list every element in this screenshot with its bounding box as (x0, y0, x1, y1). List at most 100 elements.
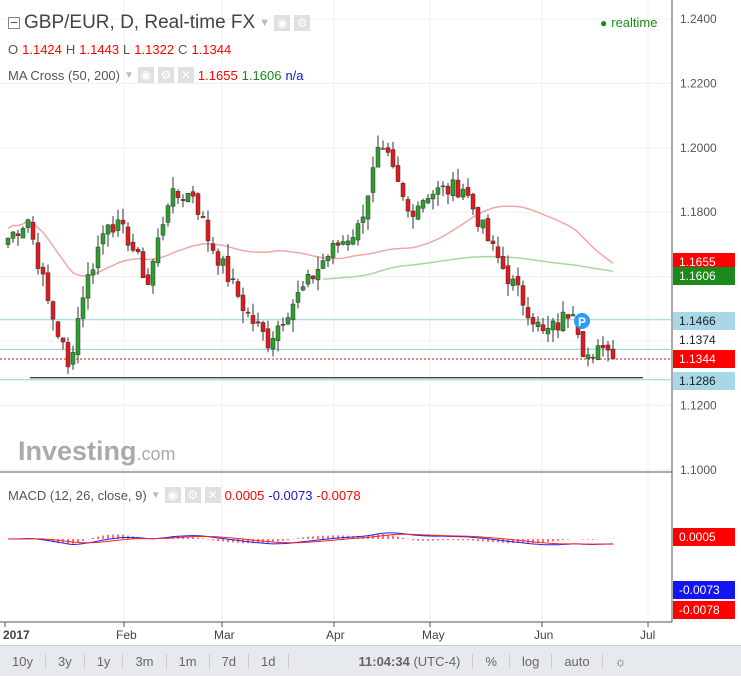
gear-icon[interactable]: ⚙ (294, 15, 311, 31)
y-tick-label: 1.2400 (680, 12, 717, 26)
logo-suffix: .com (136, 444, 176, 464)
candle-body (420, 200, 426, 209)
candle-body (185, 193, 191, 202)
candle-body (35, 242, 41, 269)
chart-title[interactable]: GBP/EUR, D, Real-time FX (24, 12, 256, 33)
macd-line (7, 532, 614, 546)
candle-body (150, 260, 156, 286)
price-label-last: 1.1344 (673, 350, 735, 368)
candle-body (385, 147, 391, 153)
range-1y[interactable]: 1y (85, 653, 124, 669)
realtime-indicator: ● realtime (600, 15, 658, 30)
open-label: O (8, 42, 19, 57)
candle-body (295, 292, 301, 303)
macd-label[interactable]: MACD (12, 26, close, 9) (8, 487, 147, 503)
candle-body (100, 233, 106, 245)
candle-body (215, 251, 221, 266)
range-3m[interactable]: 3m (123, 653, 167, 669)
candle-body (520, 285, 526, 306)
range-1d[interactable]: 1d (249, 653, 289, 669)
ma-label[interactable]: MA Cross (50, 200) (8, 67, 120, 83)
candle-body (285, 317, 291, 325)
close-icon[interactable]: ✕ (204, 487, 221, 503)
candle-body (365, 195, 371, 220)
candle-body (120, 219, 126, 225)
candle-body (540, 324, 546, 331)
candle-body (310, 275, 316, 280)
eye-icon[interactable]: ◉ (137, 67, 154, 83)
ma50-line (7, 205, 614, 277)
chevron-down-icon[interactable]: ▼ (150, 489, 161, 501)
candle-body (400, 183, 406, 197)
candle-body (65, 342, 71, 368)
candle-body (445, 185, 451, 195)
candle-body (30, 222, 36, 240)
collapse-icon[interactable]: − (8, 16, 20, 29)
y-tick-label: 1.2000 (680, 141, 717, 155)
range-3y[interactable]: 3y (46, 653, 85, 669)
macd-legend: MACD (12, 26, close, 9) ▼ ◉ ⚙ ✕ 0.0005 -0.00… (8, 487, 361, 503)
candle-body (115, 219, 121, 231)
settings-icon[interactable]: ☼ (614, 653, 627, 669)
candle-body (255, 321, 261, 324)
candle-body (435, 187, 441, 195)
candle-body (335, 242, 341, 246)
ma200-value: 1.1606 (241, 67, 282, 83)
candle-body (340, 241, 346, 245)
chevron-down-icon[interactable]: ▼ (124, 69, 134, 81)
range-7d[interactable]: 7d (210, 653, 250, 669)
candle-body (450, 179, 456, 196)
candle-body (180, 199, 186, 201)
candle-body (175, 191, 181, 199)
candle-body (455, 179, 461, 198)
eye-icon[interactable]: ◉ (274, 15, 291, 31)
gear-icon[interactable]: ⚙ (184, 487, 201, 503)
log-toggle[interactable]: log (510, 653, 553, 669)
ma-cross-value: n/a (285, 67, 304, 83)
chevron-down-icon[interactable]: ▼ (259, 17, 271, 29)
auto-toggle[interactable]: auto (552, 653, 603, 669)
percent-toggle[interactable]: % (473, 653, 510, 669)
candle-body (550, 320, 556, 331)
candle-body (220, 258, 226, 266)
candle-body (90, 269, 96, 276)
low-value: 1.1322 (134, 42, 175, 57)
macd-label-signal: -0.0078 (673, 601, 735, 619)
macd-signal-value: -0.0078 (316, 487, 361, 503)
candle-body (270, 338, 276, 350)
candle-body (500, 256, 506, 269)
candle-body (250, 315, 256, 324)
x-tick-label: Jul (640, 628, 655, 642)
close-icon[interactable]: ✕ (177, 67, 194, 83)
range-1m[interactable]: 1m (167, 653, 210, 669)
candle-body (235, 281, 241, 297)
pivot-marker-label: P (578, 315, 586, 329)
close-label: C (178, 42, 188, 57)
logo-brand: Investing (18, 436, 137, 466)
candle-body (395, 165, 401, 182)
x-tick-label: Jun (534, 628, 553, 642)
macd-hist-value: 0.0005 (224, 487, 265, 503)
candle-body (260, 322, 266, 332)
chart-title-row: − GBP/EUR, D, Real-time FX ▼ ◉ ⚙ (8, 12, 311, 34)
candle-body (585, 354, 591, 359)
candle-body (330, 242, 336, 258)
candle-body (345, 240, 351, 246)
candle-body (25, 219, 31, 228)
price-label-hline: 1.1374 (673, 331, 735, 349)
candle-body (360, 216, 366, 223)
gear-icon[interactable]: ⚙ (157, 67, 174, 83)
candle-body (320, 260, 326, 269)
candle-body (490, 240, 496, 244)
candle-body (155, 237, 161, 264)
candle-body (130, 241, 136, 251)
candle-body (475, 207, 481, 227)
candle-body (205, 219, 211, 242)
candle-body (145, 274, 151, 285)
candle-body (515, 276, 521, 286)
candle-body (545, 327, 551, 335)
realtime-label: realtime (611, 15, 658, 30)
range-10y[interactable]: 10y (0, 653, 46, 669)
eye-icon[interactable]: ◉ (164, 487, 181, 503)
